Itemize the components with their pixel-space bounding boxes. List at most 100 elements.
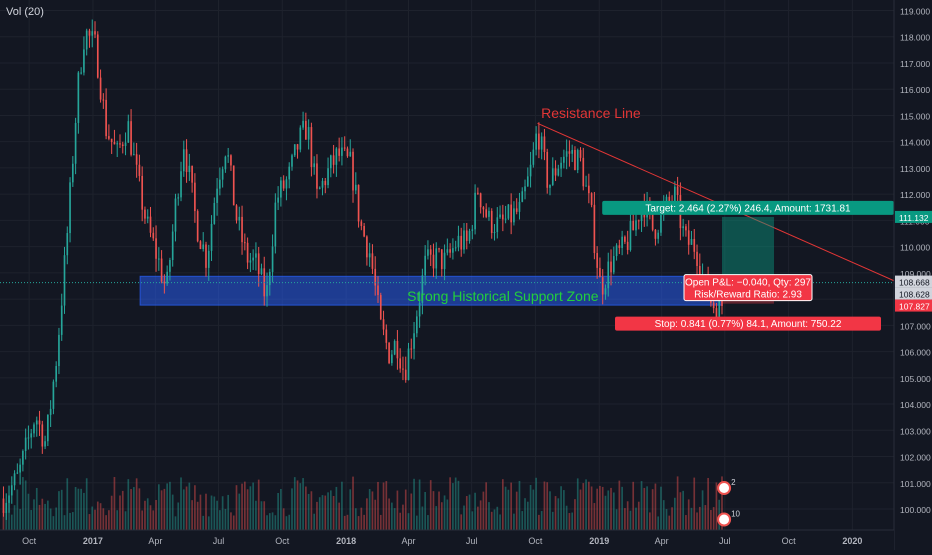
position-stop-label-text: Stop: 0.841 (0.77%) 84.1, Amount: 750.22 xyxy=(655,319,842,330)
volume-bar xyxy=(515,491,518,530)
candle-body xyxy=(27,437,30,439)
price-tag: 108.668 xyxy=(895,275,932,288)
candle-body xyxy=(429,249,432,255)
candle-body xyxy=(674,186,676,203)
volume-bar xyxy=(207,516,210,530)
candle-body xyxy=(94,31,96,35)
support-zone xyxy=(139,275,723,306)
candle-body xyxy=(52,381,55,409)
volume-bar xyxy=(521,511,524,530)
resistance-line-label: Resistance Line xyxy=(541,105,641,121)
candle-body xyxy=(524,186,526,192)
candle-body xyxy=(310,127,313,168)
candle-body xyxy=(316,163,318,189)
volume-bar xyxy=(60,489,63,530)
candle-body xyxy=(341,147,343,156)
candle-body xyxy=(152,232,155,239)
candle-body xyxy=(507,204,510,219)
volume-bar xyxy=(402,504,404,530)
candle-body xyxy=(257,253,260,275)
volume-bar xyxy=(105,515,107,530)
position-pnl-label-box xyxy=(683,274,813,302)
volume-bar xyxy=(13,505,16,530)
candle-body xyxy=(60,305,63,335)
candle-body xyxy=(235,205,238,221)
candle-body xyxy=(302,120,304,128)
candle-body xyxy=(130,121,132,155)
candle-body xyxy=(255,253,257,258)
x-tick-label: Jul xyxy=(466,536,478,546)
volume-bar xyxy=(113,477,116,530)
volume-bar xyxy=(524,498,526,530)
candle-body xyxy=(446,249,449,253)
candle-body xyxy=(718,298,721,323)
volume-bar xyxy=(354,508,357,530)
x-tick-label: Oct xyxy=(528,536,543,546)
candle-body xyxy=(194,182,196,212)
candle-body xyxy=(2,498,5,513)
volume-bar xyxy=(246,489,249,530)
candle-body xyxy=(96,34,99,78)
volume-indicator-label[interactable]: Vol (20) xyxy=(6,6,44,18)
volume-bar xyxy=(501,479,504,530)
volume-bar xyxy=(149,505,152,530)
candle-body xyxy=(632,220,635,231)
candle-body xyxy=(157,258,160,260)
volume-bar xyxy=(565,505,568,530)
volume-bar xyxy=(554,496,557,530)
volume-bar xyxy=(205,493,207,530)
volume-bar xyxy=(27,493,30,530)
volume-bar xyxy=(2,510,5,530)
candle-body xyxy=(277,197,279,203)
volume-bar xyxy=(310,491,313,530)
candle-body xyxy=(360,221,363,226)
volume-bar xyxy=(58,491,60,530)
candle-body xyxy=(415,316,418,334)
candle-body xyxy=(110,138,113,142)
volume-bar xyxy=(88,514,91,530)
volume-bar xyxy=(85,478,88,530)
volume-bar xyxy=(96,501,99,530)
volume-bar xyxy=(130,489,132,530)
candle-body xyxy=(413,333,415,349)
candle-body xyxy=(260,268,263,275)
volume-bar xyxy=(332,495,335,530)
candle-body xyxy=(230,155,232,166)
volume-bar xyxy=(526,501,529,530)
volume-bar xyxy=(16,489,19,530)
candle-body xyxy=(127,121,130,143)
candle-body xyxy=(374,268,377,286)
volume-bar xyxy=(52,516,55,530)
volume-bar xyxy=(255,500,257,530)
volume-bar xyxy=(671,507,673,530)
candle-body xyxy=(30,433,33,438)
volume-bar xyxy=(368,489,371,530)
volume-bar xyxy=(346,514,349,530)
volume-bar xyxy=(327,492,329,530)
candle-body xyxy=(560,162,562,169)
candle-body xyxy=(38,420,41,425)
volume-bar xyxy=(227,494,230,530)
candle-body xyxy=(626,241,629,250)
candle-body xyxy=(565,151,568,157)
volume-bar xyxy=(357,516,360,530)
candle-body xyxy=(155,238,157,259)
x-tick-label: Jul xyxy=(213,536,225,546)
volume-bar xyxy=(63,515,66,530)
candle-body xyxy=(116,143,119,145)
volume-bar xyxy=(277,492,279,530)
volume-bar xyxy=(621,486,623,530)
volume-bar xyxy=(640,481,643,530)
volume-bar xyxy=(446,499,449,530)
volume-bar xyxy=(177,502,180,530)
volume-bar xyxy=(343,515,346,530)
volume-bar xyxy=(429,480,432,530)
candle-body xyxy=(91,31,94,36)
volume-bar xyxy=(518,480,521,530)
volume-bar xyxy=(440,502,443,530)
volume-bar xyxy=(49,508,52,530)
candle-body xyxy=(543,136,546,152)
volume-bar xyxy=(374,499,377,530)
